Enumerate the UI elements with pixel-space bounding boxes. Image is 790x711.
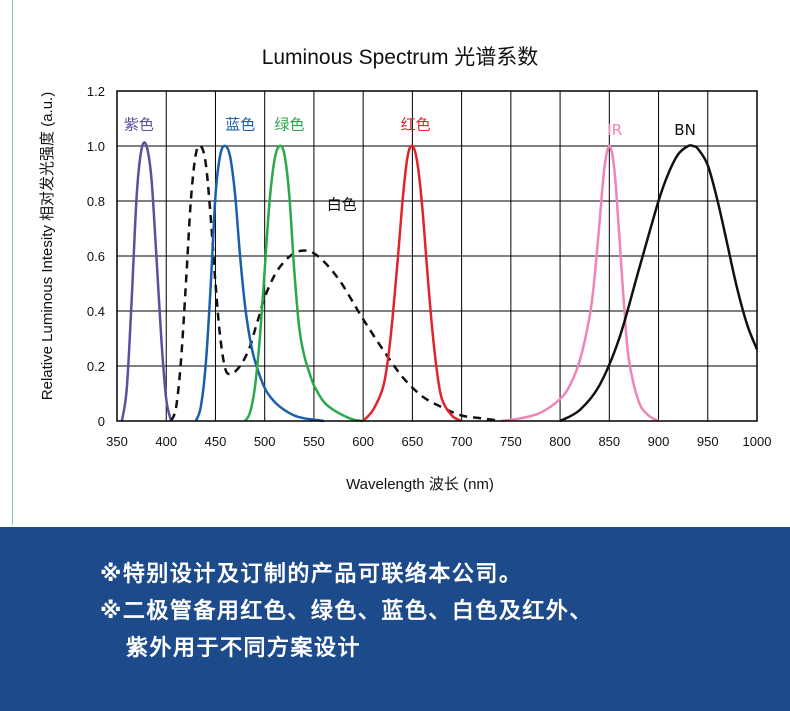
x-tick-label: 550	[303, 434, 325, 449]
series-line-4	[362, 144, 463, 423]
x-tick-label: 400	[155, 434, 177, 449]
x-tick-label: 850	[598, 434, 620, 449]
y-tick-labels: 0 0.2 0.4 0.6 0.8 1.0 1.2	[87, 84, 105, 429]
footer-line-1: ※特别设计及订制的产品可联络本公司。	[100, 562, 523, 587]
y-tick-label: 0.4	[87, 304, 105, 319]
series-line-3	[243, 144, 364, 423]
series-label: 蓝色	[225, 116, 255, 134]
x-axis-label: Wavelength 波长 (nm)	[346, 476, 494, 493]
series-label: 红色	[401, 116, 431, 134]
series-line-6	[559, 144, 759, 423]
x-tick-label: 450	[205, 434, 227, 449]
series-line-5	[500, 144, 660, 423]
footer-line-3: 紫外用于不同方案设计	[126, 636, 362, 661]
footer-line-2: ※二极管备用红色、绿色、蓝色、白色及红外、	[100, 599, 593, 624]
x-tick-labels: 350 400 450 500 550 600 650 700 750 800 850 900 950 1…	[106, 434, 771, 449]
x-tick-label: 1000	[743, 434, 772, 449]
x-tick-label: 950	[697, 434, 719, 449]
series-label: IR	[607, 121, 622, 139]
series-label: BN	[674, 121, 696, 139]
x-tick-label: 900	[648, 434, 670, 449]
series-label: 紫色	[124, 116, 154, 134]
x-tick-label: 500	[254, 434, 276, 449]
x-tick-label: 600	[352, 434, 374, 449]
y-tick-label: 1.0	[87, 139, 105, 154]
spectrum-curves	[120, 141, 759, 423]
spectrum-chart: Luminous Spectrum 光谱系数 350 400 450 500 550 60…	[39, 46, 771, 493]
x-tick-label: 750	[500, 434, 522, 449]
y-tick-label: 0.6	[87, 249, 105, 264]
x-tick-label: 800	[549, 434, 571, 449]
series-line-2	[194, 144, 324, 423]
footer-banner: ※特别设计及订制的产品可联络本公司。 ※二极管备用红色、绿色、蓝色、白色及红外、…	[0, 527, 790, 711]
y-tick-label: 1.2	[87, 84, 105, 99]
y-tick-label: 0	[98, 414, 105, 429]
x-tick-label: 650	[402, 434, 424, 449]
left-border-line	[12, 0, 13, 525]
x-tick-label: 350	[106, 434, 128, 449]
series-line-1	[170, 144, 502, 423]
chart-title: Luminous Spectrum 光谱系数	[262, 46, 539, 69]
y-axis-label: Relative Luminous Intesity 相对发光强度 (a.u.)	[39, 92, 56, 400]
y-tick-label: 0.8	[87, 194, 105, 209]
series-label: 绿色	[275, 116, 305, 134]
series-label: 白色	[327, 195, 357, 213]
series-line-0	[120, 141, 173, 422]
y-tick-label: 0.2	[87, 359, 105, 374]
x-tick-label: 700	[451, 434, 473, 449]
plot-frame	[116, 90, 758, 422]
